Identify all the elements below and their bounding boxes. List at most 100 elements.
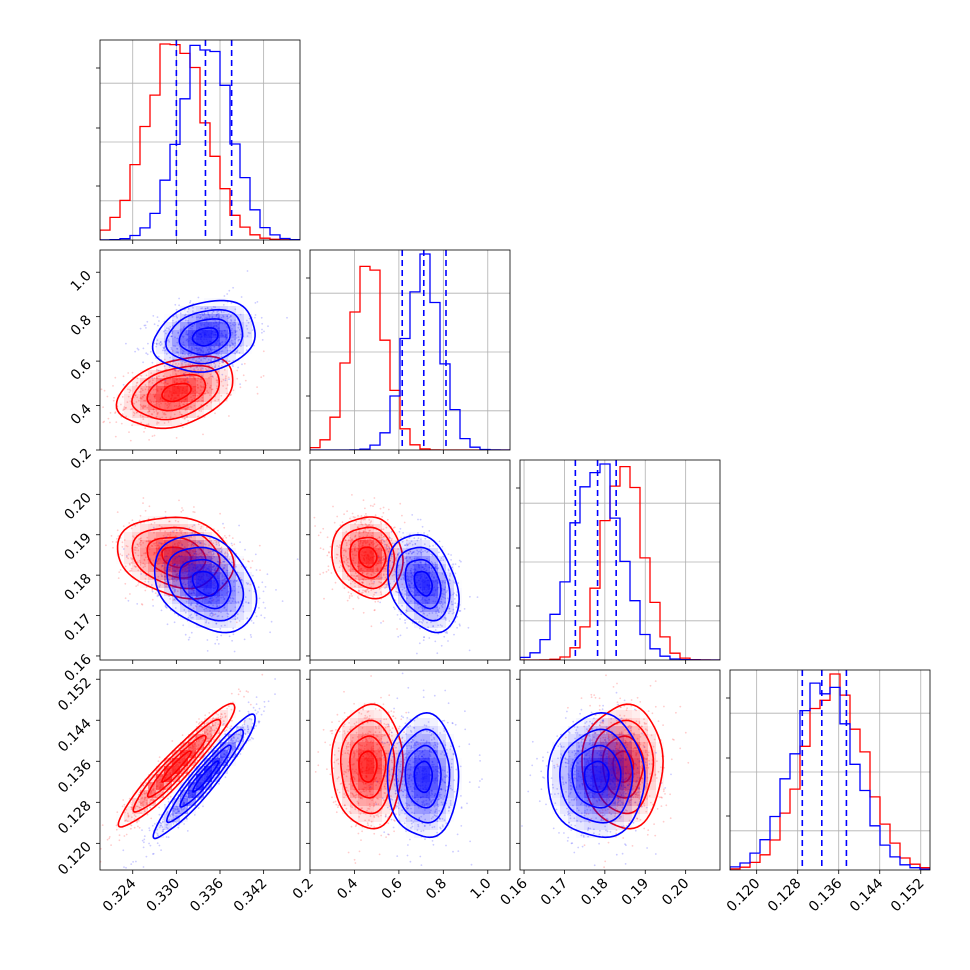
density-cell xyxy=(164,532,172,540)
scatter-point xyxy=(169,583,172,586)
scatter-point xyxy=(224,624,226,627)
panel-frame xyxy=(99,459,301,661)
scatter-point xyxy=(205,607,208,610)
scatter-point xyxy=(156,364,159,367)
scatter-point xyxy=(175,351,178,354)
scatter-point xyxy=(227,360,230,363)
scatter-point xyxy=(421,525,424,528)
density-cell xyxy=(124,564,132,572)
scatter-point xyxy=(240,579,243,581)
scatter-point xyxy=(172,587,175,590)
density-cell xyxy=(228,556,236,564)
scatter-point xyxy=(129,389,132,392)
scatter-point xyxy=(181,530,183,532)
density-cell xyxy=(188,314,196,322)
scatter-point xyxy=(192,607,195,609)
density-cell xyxy=(148,548,156,556)
scatter-point xyxy=(419,518,422,521)
scatter-point xyxy=(354,535,357,538)
scatter-point xyxy=(127,599,130,602)
scatter-point xyxy=(393,608,396,610)
scatter-point xyxy=(441,671,443,673)
density-cell xyxy=(172,378,180,386)
scatter-point xyxy=(181,359,184,362)
scatter-point xyxy=(220,316,223,319)
density-cell xyxy=(132,410,140,418)
scatter-point xyxy=(197,368,200,371)
density-cell xyxy=(164,418,172,426)
scatter-point xyxy=(264,586,267,588)
scatter-point xyxy=(209,537,211,540)
scatter-point xyxy=(143,404,145,407)
scatter-point xyxy=(235,565,237,568)
scatter-point xyxy=(206,317,208,320)
scatter-point xyxy=(407,543,410,546)
scatter-point xyxy=(140,396,143,399)
scatter-point xyxy=(197,723,200,725)
scatter-point xyxy=(142,502,144,504)
scatter-point xyxy=(456,615,459,618)
scatter-point xyxy=(193,524,196,526)
scatter-point xyxy=(232,323,234,326)
scatter-point xyxy=(254,302,257,304)
scatter-point xyxy=(150,523,153,525)
density-cell xyxy=(212,540,220,548)
scatter-point xyxy=(220,310,223,313)
scatter-point xyxy=(200,410,203,412)
scatter-point xyxy=(135,382,138,384)
contour-line xyxy=(178,558,232,610)
density-cell xyxy=(204,604,212,612)
scatter-point xyxy=(216,615,219,618)
scatter-point xyxy=(166,623,169,626)
scatter-point xyxy=(169,569,171,572)
scatter-point xyxy=(210,359,212,362)
scatter-point xyxy=(176,573,178,576)
scatter-point xyxy=(383,567,386,570)
scatter-point xyxy=(214,319,217,322)
scatter-point xyxy=(192,511,195,513)
scatter-point xyxy=(192,310,194,312)
density-cell xyxy=(438,604,446,612)
scatter-point xyxy=(176,572,179,575)
density-cell xyxy=(212,370,220,378)
scatter-point xyxy=(329,556,332,558)
scatter-point xyxy=(192,307,194,309)
scatter-point xyxy=(164,575,166,578)
density-cell xyxy=(236,596,244,604)
scatter-point xyxy=(148,806,151,808)
scatter-point xyxy=(182,561,185,563)
scatter-point xyxy=(187,353,190,356)
scatter-point xyxy=(169,565,172,568)
density-cell xyxy=(438,588,446,596)
scatter-point xyxy=(136,543,139,546)
density-cell xyxy=(172,556,180,564)
scatter-point xyxy=(370,625,373,628)
scatter-point xyxy=(133,549,136,551)
scatter-point xyxy=(233,345,236,348)
density-cell xyxy=(212,556,220,564)
scatter-point xyxy=(229,324,232,327)
scatter-point xyxy=(169,416,172,419)
scatter-point xyxy=(151,361,154,364)
density-cell xyxy=(204,548,212,556)
scatter-point xyxy=(377,575,380,578)
density-cell xyxy=(148,386,156,394)
scatter-point xyxy=(198,409,201,412)
scatter-point xyxy=(246,583,249,585)
scatter-point xyxy=(349,582,352,585)
scatter-point xyxy=(236,350,238,353)
density-cell xyxy=(124,410,132,418)
scatter-point xyxy=(140,573,143,575)
density-cell xyxy=(132,524,140,532)
scatter-point xyxy=(209,387,212,389)
scatter-point xyxy=(123,408,126,411)
scatter-point xyxy=(187,381,189,383)
scatter-point xyxy=(151,584,153,586)
scatter-point xyxy=(140,391,142,393)
scatter-point xyxy=(168,574,171,576)
scatter-point xyxy=(176,348,179,350)
scatter-point xyxy=(362,589,364,592)
scatter-point xyxy=(138,543,141,545)
scatter-point xyxy=(125,545,128,547)
scatter-point xyxy=(215,622,218,625)
